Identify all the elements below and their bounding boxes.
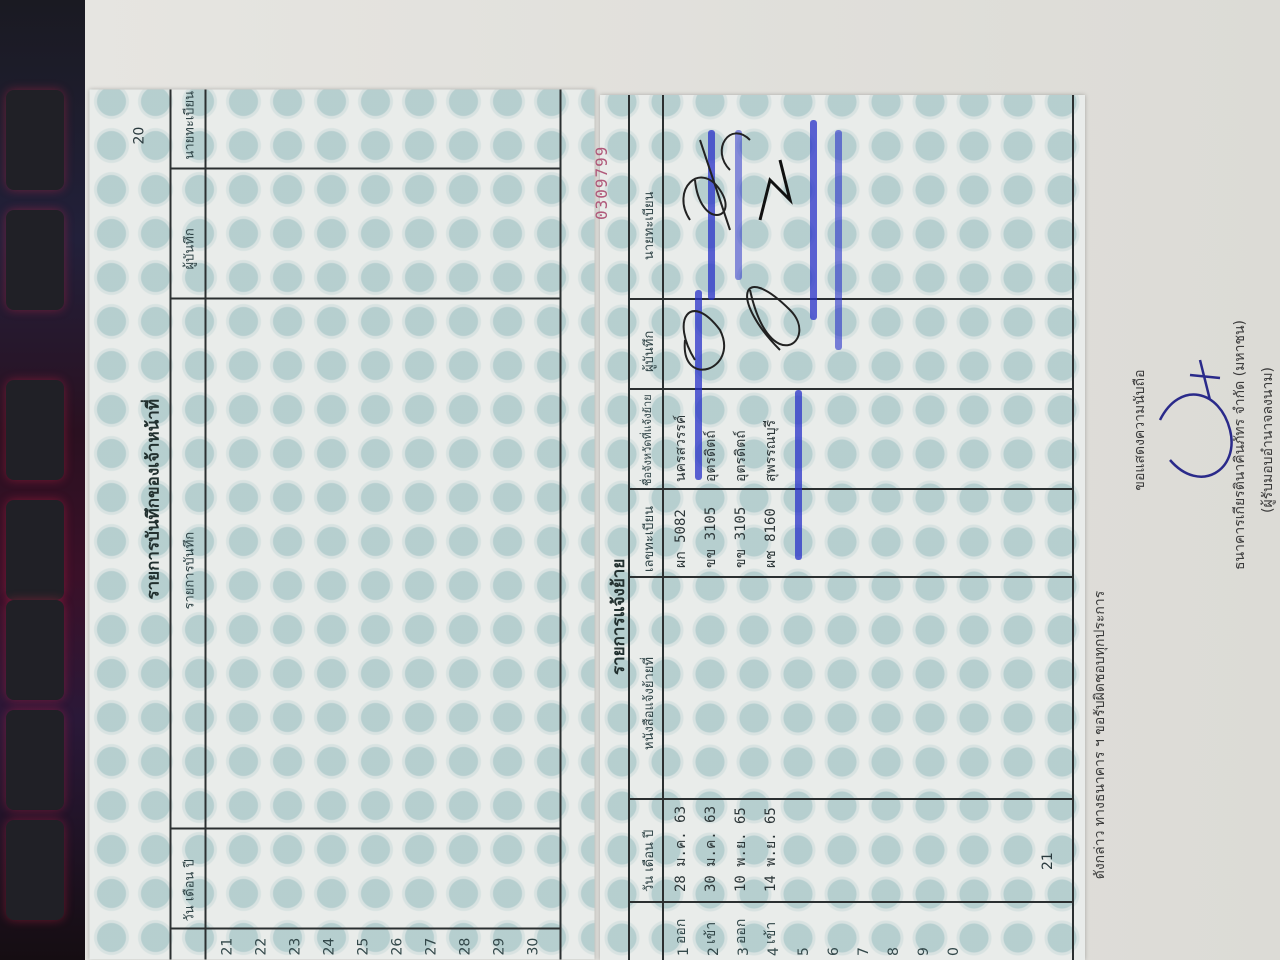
column-header-date: วัน เดือน ปี — [642, 829, 657, 892]
row-number: 0 — [946, 947, 962, 956]
keyboard-key — [6, 380, 64, 480]
letter-body-line: ดังกล่าว ทางธนาคาร ฯ ขอรับผิดชอบทุกประกา… — [1092, 590, 1108, 880]
row-number: 22 — [253, 937, 270, 956]
table-line — [169, 827, 560, 830]
serial-number: 0309799 — [592, 145, 611, 220]
row-number: 8 — [886, 947, 902, 956]
officer-records-page: 20 รายการบันทึกของเจ้าหน้าที่ วัน เดือน … — [89, 89, 595, 960]
transfer-records-page: 0309799 รายการแจ้งย้าย 21 วัน เดือน ปี ห… — [592, 95, 1085, 960]
row-number: 25 — [355, 937, 372, 956]
transfer-date: 10 พ.ย. 65 — [733, 807, 749, 892]
keyboard-key — [6, 710, 64, 810]
page-title: รายการบันทึกของเจ้าหน้าที่ — [143, 398, 164, 600]
row-number: 3 — [736, 947, 752, 956]
column-header-registrar: นายทะเบียน — [182, 90, 198, 160]
row-number: 21 — [219, 937, 236, 956]
row-number: 1 — [676, 947, 692, 956]
row-number: 28 — [457, 937, 474, 956]
table-line — [169, 297, 560, 300]
table-line — [628, 798, 1072, 800]
transfer-type: ออก — [733, 918, 749, 944]
keyboard-key — [6, 210, 64, 310]
row-number: 7 — [856, 947, 872, 956]
keyboard-key — [6, 500, 64, 600]
table-line — [628, 901, 1072, 903]
row-number: 30 — [525, 937, 542, 956]
row-number: 4 — [766, 947, 782, 956]
transfer-type: เข้า — [763, 921, 779, 944]
column-header-province: ชื่อจังหวัดที่แจ้งย้าย — [641, 394, 654, 486]
table-line — [169, 167, 560, 170]
row-number: 26 — [389, 937, 406, 956]
keyboard-key — [6, 820, 64, 920]
transfer-date: 28 ม.ค. 63 — [673, 805, 689, 892]
table-line — [628, 95, 630, 960]
transfer-date: 30 ม.ค. 63 — [703, 805, 719, 892]
row-number: 27 — [423, 937, 440, 956]
transfer-type: ออก — [673, 918, 689, 944]
keyboard-background — [0, 0, 92, 960]
letter-signature — [1158, 359, 1233, 478]
table-line — [559, 89, 562, 960]
row-number: 9 — [916, 947, 932, 956]
row-number: 23 — [287, 937, 304, 956]
table-line — [628, 576, 1072, 578]
handwritten-signatures — [682, 132, 801, 371]
transfer-type: เข้า — [703, 921, 719, 944]
row-number: 24 — [321, 937, 338, 956]
row-number: 2 — [706, 947, 722, 956]
transfer-date: 14 พ.ย. 65 — [763, 807, 779, 892]
keyboard-key — [6, 600, 64, 700]
row-number: 6 — [826, 947, 842, 956]
column-header-record: รายการบันทึก — [182, 531, 198, 610]
column-header-notice-no: หนังสือแจ้งย้ายที่ — [642, 657, 657, 750]
column-header-registrar: นายทะเบียน — [642, 191, 657, 260]
keyboard-key — [6, 90, 64, 190]
row-number: 5 — [796, 947, 812, 956]
page-number: 20 — [131, 126, 148, 145]
table-line — [169, 927, 560, 930]
letter-signer-role: (ผู้รับมอบอำนาจลงนาม) — [1260, 366, 1276, 514]
column-header-recorder: ผู้บันทึก — [182, 228, 198, 270]
column-header-plate: เลขทะเบียน — [642, 505, 657, 572]
page-number: 21 — [1040, 852, 1056, 870]
table-line — [1072, 95, 1074, 960]
row-number: 29 — [491, 937, 508, 956]
column-header-recorder: ผู้บันทึก — [642, 330, 657, 372]
column-header-date: วัน เดือน ปี — [182, 859, 198, 922]
